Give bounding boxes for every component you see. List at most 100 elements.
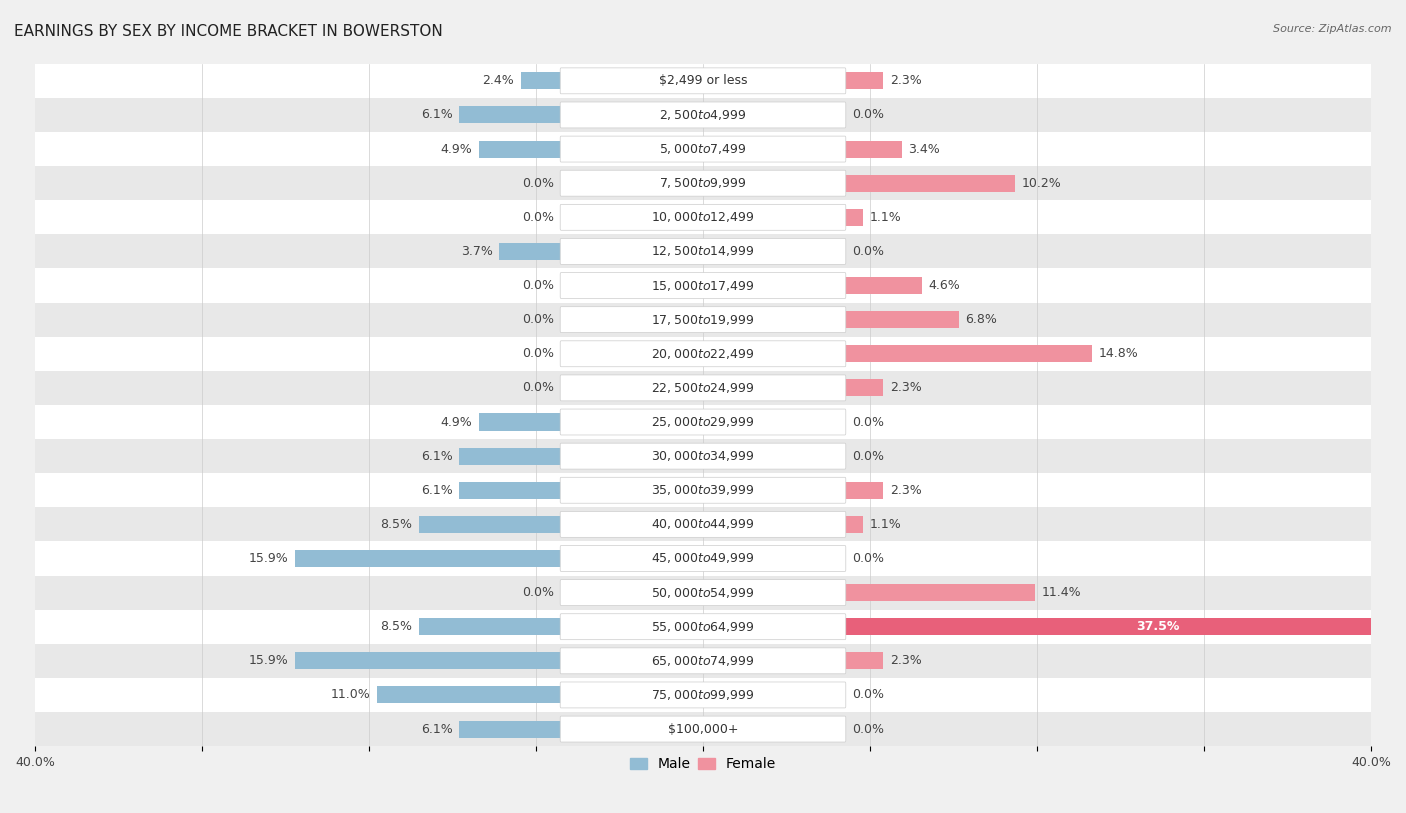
Text: $40,000 to $44,999: $40,000 to $44,999 [651,517,755,532]
Text: 10.2%: 10.2% [1022,176,1062,189]
Text: 0.0%: 0.0% [523,176,554,189]
Text: 4.6%: 4.6% [928,279,960,292]
Text: $15,000 to $17,499: $15,000 to $17,499 [651,279,755,293]
Text: 6.1%: 6.1% [420,450,453,463]
Bar [377,686,561,703]
Text: 2.3%: 2.3% [890,74,922,87]
Text: 37.5%: 37.5% [1136,620,1180,633]
Text: $12,500 to $14,999: $12,500 to $14,999 [651,245,755,259]
Text: 0.0%: 0.0% [523,586,554,599]
Bar [460,107,561,124]
Bar [35,337,1371,371]
Bar [35,473,1371,507]
Text: 8.5%: 8.5% [381,620,412,633]
Bar [845,618,1406,635]
Text: 0.0%: 0.0% [523,347,554,360]
Bar [419,515,561,533]
Bar [35,678,1371,712]
Bar [845,72,883,89]
Text: 15.9%: 15.9% [249,654,288,667]
FancyBboxPatch shape [560,682,846,708]
Bar [35,234,1371,268]
FancyBboxPatch shape [560,341,846,367]
Text: 3.4%: 3.4% [908,142,941,155]
Text: 11.0%: 11.0% [330,689,371,702]
Bar [845,209,863,226]
FancyBboxPatch shape [560,204,846,230]
Bar [35,63,1371,98]
Text: 2.4%: 2.4% [482,74,515,87]
Text: $17,500 to $19,999: $17,500 to $19,999 [651,313,755,327]
FancyBboxPatch shape [560,477,846,503]
Text: 4.9%: 4.9% [440,415,472,428]
Bar [460,720,561,737]
Bar [35,98,1371,132]
Text: $45,000 to $49,999: $45,000 to $49,999 [651,551,755,566]
Bar [845,482,883,498]
Text: $35,000 to $39,999: $35,000 to $39,999 [651,483,755,498]
Text: $2,500 to $4,999: $2,500 to $4,999 [659,108,747,122]
Text: $75,000 to $99,999: $75,000 to $99,999 [651,688,755,702]
Text: 0.0%: 0.0% [523,313,554,326]
Bar [845,652,883,669]
Text: 2.3%: 2.3% [890,381,922,394]
Text: EARNINGS BY SEX BY INCOME BRACKET IN BOWERSTON: EARNINGS BY SEX BY INCOME BRACKET IN BOW… [14,24,443,39]
Bar [479,141,561,158]
Bar [522,72,561,89]
Text: $2,499 or less: $2,499 or less [659,74,747,87]
Bar [845,175,1015,192]
FancyBboxPatch shape [560,102,846,128]
Text: 0.0%: 0.0% [523,211,554,224]
Text: 4.9%: 4.9% [440,142,472,155]
Text: 3.7%: 3.7% [461,245,492,258]
Bar [35,166,1371,200]
Legend: Male, Female: Male, Female [624,751,782,776]
FancyBboxPatch shape [560,170,846,196]
Text: $65,000 to $74,999: $65,000 to $74,999 [651,654,755,667]
Text: $100,000+: $100,000+ [668,723,738,736]
FancyBboxPatch shape [560,648,846,674]
Text: $30,000 to $34,999: $30,000 to $34,999 [651,449,755,463]
FancyBboxPatch shape [560,307,846,333]
Text: 0.0%: 0.0% [852,415,883,428]
Text: $25,000 to $29,999: $25,000 to $29,999 [651,415,755,429]
Text: 6.1%: 6.1% [420,108,453,121]
Text: 6.1%: 6.1% [420,484,453,497]
Text: 0.0%: 0.0% [852,723,883,736]
Bar [479,414,561,431]
Text: 6.8%: 6.8% [965,313,997,326]
FancyBboxPatch shape [560,136,846,162]
FancyBboxPatch shape [560,375,846,401]
FancyBboxPatch shape [560,67,846,93]
Bar [35,200,1371,234]
Text: 0.0%: 0.0% [852,689,883,702]
Text: 0.0%: 0.0% [852,245,883,258]
Text: 8.5%: 8.5% [381,518,412,531]
FancyBboxPatch shape [560,443,846,469]
Bar [35,405,1371,439]
Text: 0.0%: 0.0% [523,279,554,292]
Text: Source: ZipAtlas.com: Source: ZipAtlas.com [1274,24,1392,34]
Bar [845,277,922,294]
Bar [35,576,1371,610]
Bar [35,541,1371,576]
Text: 15.9%: 15.9% [249,552,288,565]
Text: $55,000 to $64,999: $55,000 to $64,999 [651,620,755,633]
FancyBboxPatch shape [560,614,846,640]
Bar [419,618,561,635]
Text: 0.0%: 0.0% [852,108,883,121]
FancyBboxPatch shape [560,238,846,264]
Bar [845,380,883,397]
Text: 0.0%: 0.0% [852,450,883,463]
Text: 2.3%: 2.3% [890,654,922,667]
Bar [35,268,1371,302]
Text: $10,000 to $12,499: $10,000 to $12,499 [651,211,755,224]
Text: 0.0%: 0.0% [852,552,883,565]
Bar [35,644,1371,678]
Text: 1.1%: 1.1% [870,211,901,224]
Bar [460,448,561,465]
Text: 0.0%: 0.0% [523,381,554,394]
Bar [845,141,901,158]
Text: $5,000 to $7,499: $5,000 to $7,499 [659,142,747,156]
FancyBboxPatch shape [560,546,846,572]
